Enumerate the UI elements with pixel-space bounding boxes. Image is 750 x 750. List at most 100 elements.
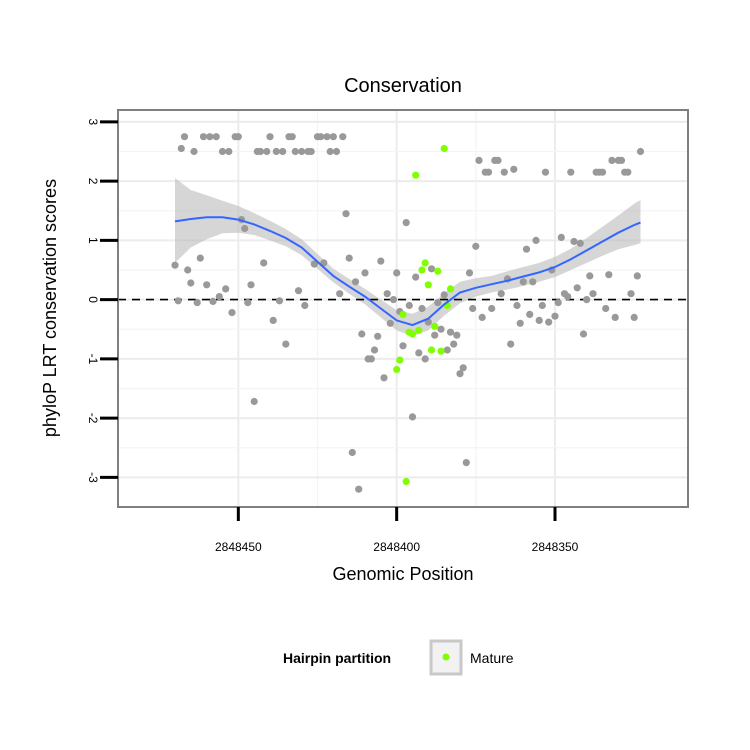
point-other [244,299,252,307]
point-other [263,147,271,156]
point-other [206,133,214,141]
point-other [351,278,360,286]
point-other [374,332,382,340]
point-other [332,147,341,156]
point-other [608,156,616,164]
point-other [250,397,258,406]
point-other [301,301,309,310]
y-tick-label: 1 [86,237,100,244]
point-other [380,374,388,382]
point-other [218,147,227,156]
point-other [450,340,458,348]
point-other [174,297,182,305]
point-other [247,281,255,289]
point-other [611,313,619,321]
point-other [440,291,448,299]
point-other [500,168,508,176]
point-other [377,257,385,265]
y-tick-label: 3 [86,119,100,126]
point-other [348,448,356,457]
point-other [323,133,331,141]
point-other [222,285,230,293]
point-other [484,168,493,176]
point-other [291,147,299,156]
point-other [617,156,626,164]
point-other [326,147,334,156]
point-mature [446,285,455,293]
point-other [339,133,347,141]
legend-title: Hairpin partition [283,650,391,666]
point-other [279,147,287,156]
point-other [209,297,217,305]
point-other [497,290,505,298]
point-other [355,485,363,493]
point-other [472,242,480,250]
point-mature [437,347,445,355]
point-other [532,236,540,244]
point-other [193,299,201,307]
y-tick-label: -1 [86,354,100,365]
point-other [459,364,467,372]
point-other [583,296,591,304]
point-other [415,349,423,357]
point-other [545,318,553,326]
smooth-curve [174,216,641,327]
y-tick-label: -2 [86,413,100,424]
point-other [453,331,461,339]
point-other [212,133,220,141]
point-other [589,290,597,298]
point-other [522,245,531,253]
point-mature [431,322,439,330]
point-other [215,293,223,301]
point-other [462,459,470,467]
point-other [298,147,306,156]
point-other [386,319,394,327]
point-other [427,265,436,273]
point-other [370,346,379,354]
y-axis-title: phyloP LRT conservation scores [40,179,60,437]
point-other [535,316,543,324]
point-other [405,301,413,310]
point-other [393,269,401,277]
point-other [573,284,581,292]
x-axis: 2848450 2848400 2848350 [215,507,579,554]
plot-border [117,109,689,508]
point-other [288,133,296,141]
point-other [260,259,268,267]
x-tick-label: 2848400 [373,540,420,554]
point-other [177,144,185,153]
point-other [516,319,524,327]
point-mature [415,326,423,334]
point-other [469,304,477,313]
legend: Hairpin partition Mature [283,639,514,676]
point-other [510,165,518,173]
point-other [275,297,284,305]
point-other [465,269,474,277]
point-other [557,233,565,241]
point-other [541,168,550,176]
point-other [294,287,303,295]
point-other [526,310,534,318]
point-other [475,156,483,164]
x-tick-label: 2848450 [215,540,262,554]
point-other [513,301,521,310]
point-mature [393,365,401,374]
point-other [624,168,632,176]
point-other [564,293,572,301]
point-other [598,168,607,176]
legend-key-mature [442,653,450,661]
point-mature [408,330,417,338]
plot-background [118,110,688,507]
point-other [633,272,641,280]
point-other [190,147,198,156]
plot-panel [118,110,688,507]
point-other [196,254,204,262]
point-other [551,312,559,320]
point-other [570,237,578,246]
point-mature [421,259,429,267]
y-tick-label: 0 [86,296,100,303]
point-other [282,340,290,348]
point-other [418,304,426,313]
point-other [554,299,562,307]
